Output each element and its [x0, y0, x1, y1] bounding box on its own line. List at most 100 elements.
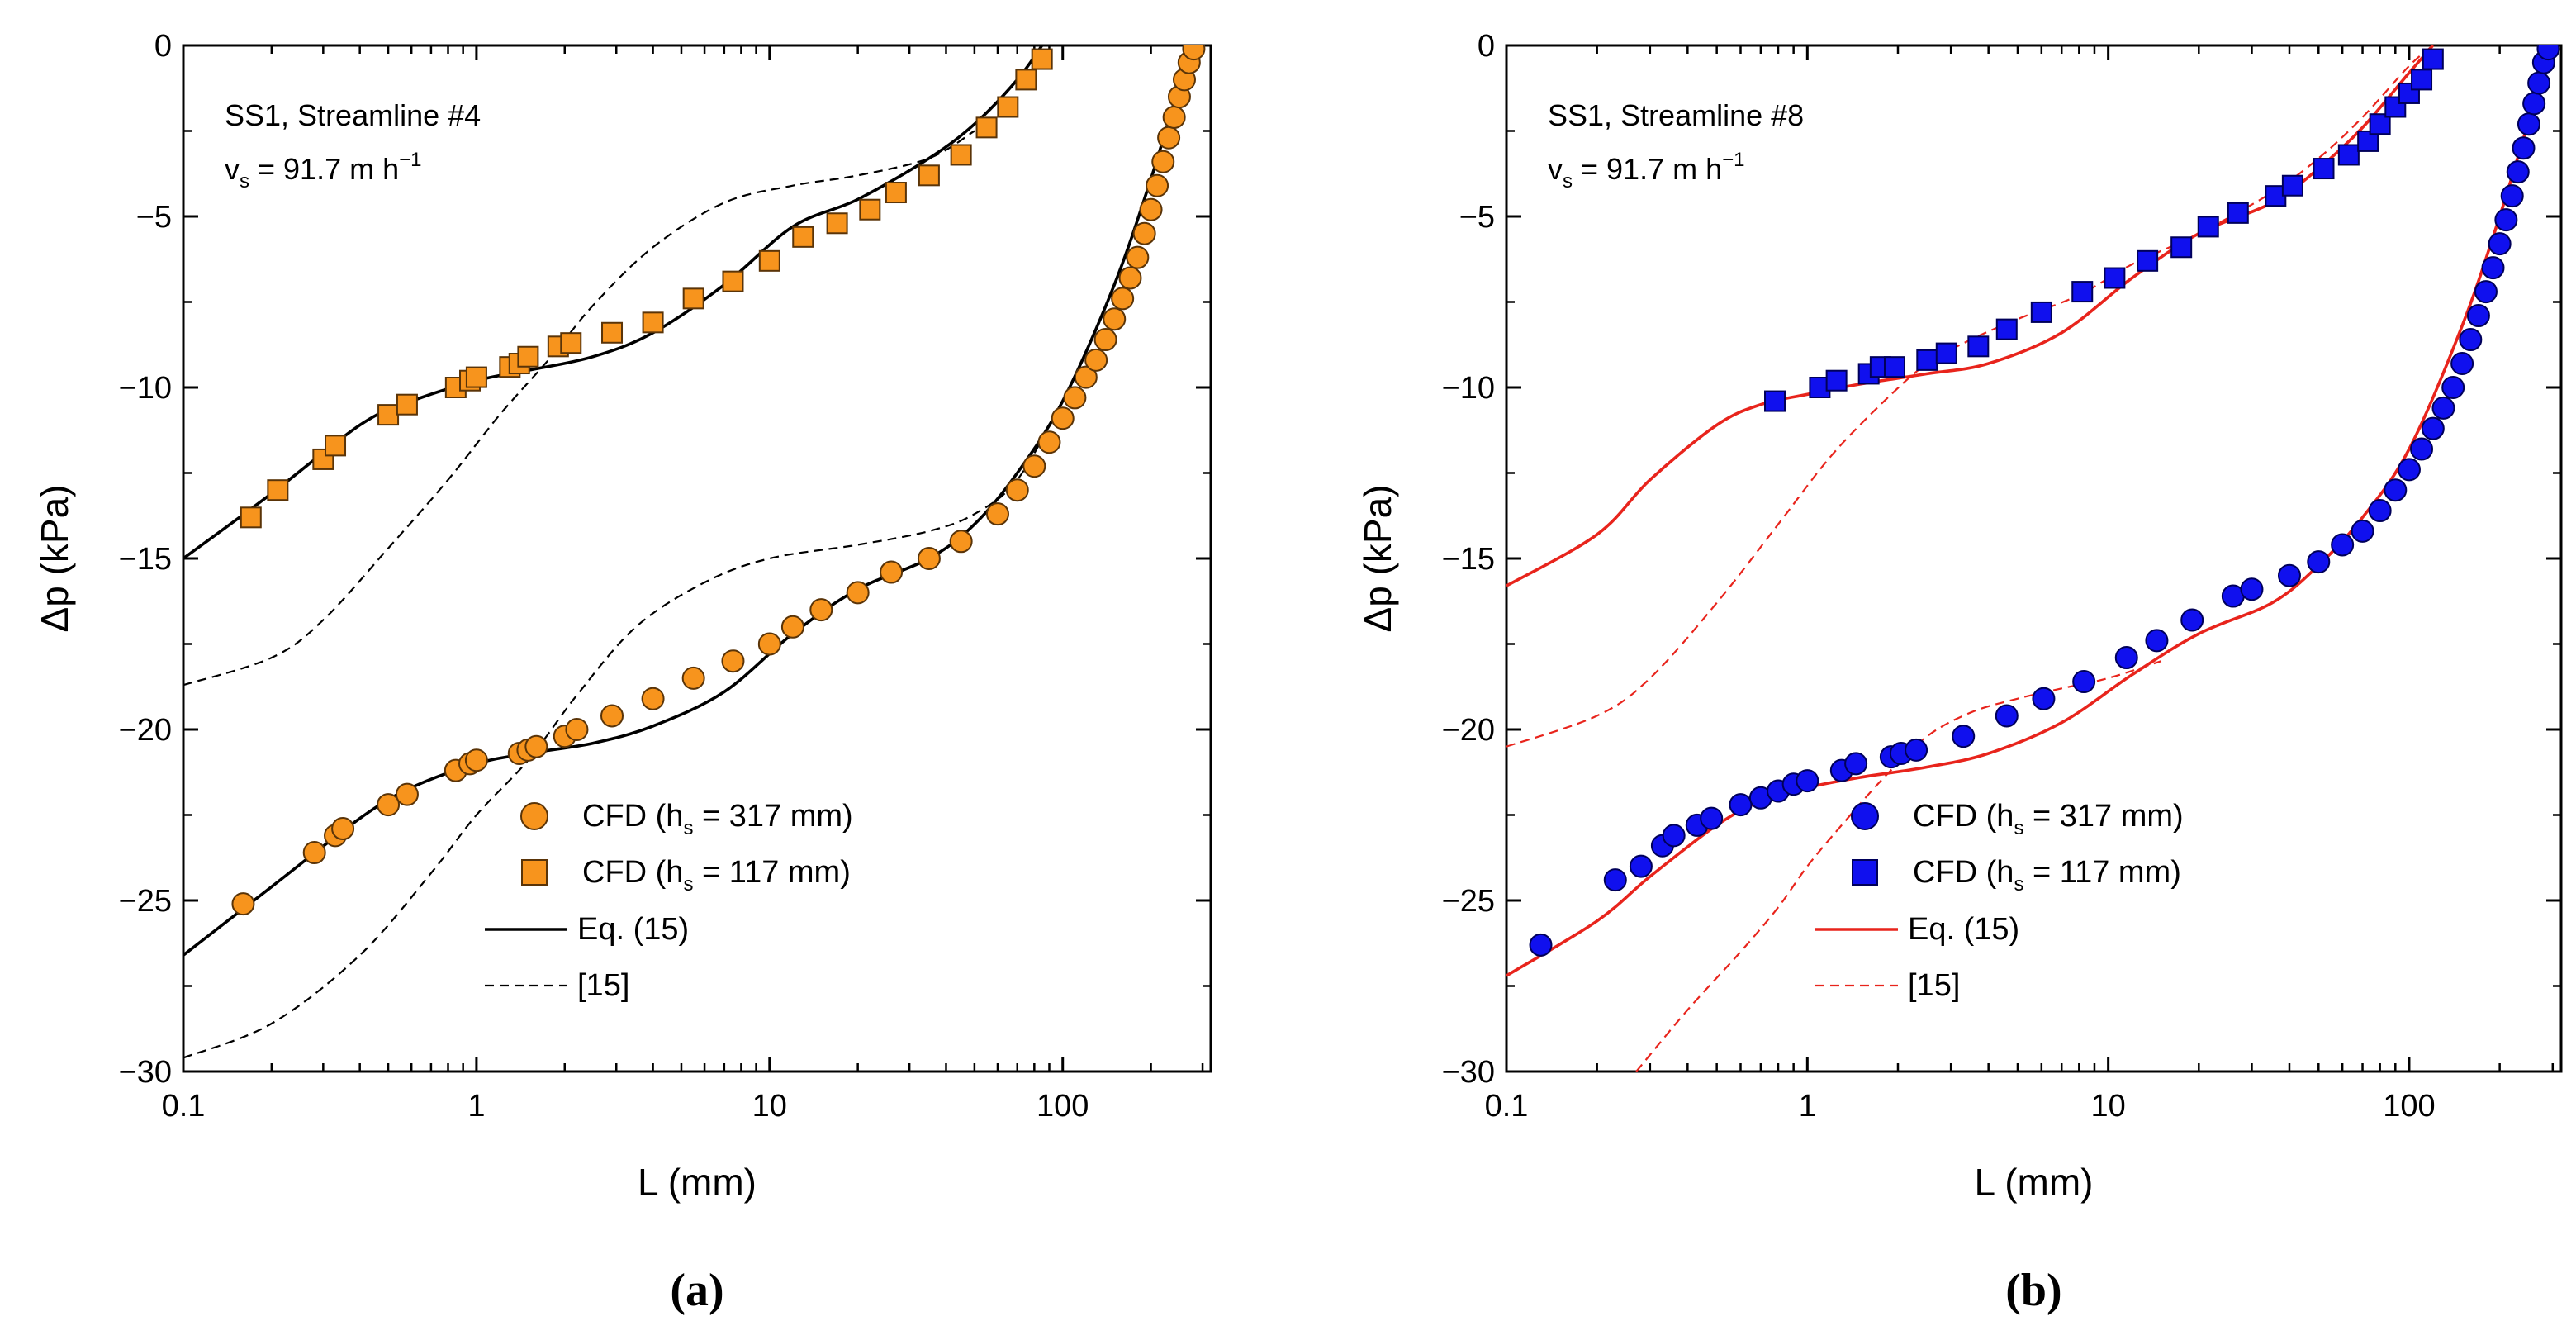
cfd-117-point [325, 435, 347, 457]
cfd-317-point [846, 581, 870, 605]
cfd-317-point [2466, 304, 2490, 328]
cfd-317-point [1074, 365, 1098, 389]
cfd-317-point [600, 704, 624, 728]
panel-label: (a) [670, 1265, 723, 1316]
x-tick-label: 1 [1799, 1089, 1816, 1124]
cfd-317-point [1729, 793, 1753, 817]
legend-item-0: CFD (hs = 317 mm) [1851, 799, 2184, 839]
legend-label: [15] [577, 968, 629, 1003]
cfd-317-point [1118, 266, 1142, 290]
cfd-317-point [2512, 136, 2536, 160]
cfd-317-point [985, 502, 1009, 526]
plot-area [1506, 45, 2560, 1072]
legend-label: Eq. (15) [577, 912, 689, 947]
cfd-317-point [1093, 328, 1117, 352]
cfd-317-point [2441, 376, 2465, 399]
ref15-curve-5 [1506, 45, 2434, 748]
cfd-117-point [2137, 249, 2159, 272]
x-tick-label: 10 [752, 1089, 787, 1124]
cfd-117-point [312, 448, 334, 470]
cfd-117-point [1995, 318, 2018, 340]
legend-item-2: Eq. (15) [485, 912, 689, 947]
cfd-317-point [2368, 499, 2392, 523]
y-tick-label: −30 [1442, 1055, 1495, 1090]
cfd-117-point [1935, 342, 1957, 364]
cfd-317-point [1796, 769, 1819, 793]
cfd-117-point [396, 393, 418, 416]
legend-item-2: Eq. (15) [1815, 912, 2019, 947]
x-tick-label: 100 [1037, 1089, 1089, 1124]
cfd-317-point [2506, 160, 2530, 184]
x-tick-label: 100 [2383, 1089, 2435, 1124]
cfd-117-point [2197, 216, 2219, 238]
cfd-317-point [565, 718, 589, 741]
cfd-317-point [2522, 92, 2546, 116]
y-tick-label: −5 [136, 200, 172, 235]
cfd-317-point [1022, 454, 1046, 478]
cfd-317-point [641, 687, 665, 710]
annotation-streamline: SS1, Streamline #4 [225, 98, 481, 132]
cfd-117-point [1883, 356, 1905, 378]
cfd-317-point [2431, 396, 2455, 420]
panel-label: (b) [2005, 1265, 2061, 1316]
cfd-117-point [1015, 69, 1037, 91]
chart-panel-a: 0 −5 −10 −15 −20 −25 −300.1 1 10 100 L (mm) Δp (kPa… [33, 29, 1212, 1316]
ref15-curve-4 [1635, 660, 2162, 1072]
cfd-317-point [1084, 348, 1108, 372]
y-tick-label: −15 [1442, 542, 1495, 577]
legend-item-1: CFD (hs = 117 mm) [521, 855, 851, 896]
cfd-317-point [2072, 670, 2096, 694]
cfd-317-point [1529, 933, 1553, 957]
cfd-317-point [880, 560, 904, 584]
legend-circle-marker [520, 802, 548, 830]
cfd-117-point [950, 144, 972, 166]
cfd-117-point [722, 270, 744, 292]
plot-area [183, 45, 1206, 1059]
legend-label: CFD (hs = 317 mm) [1913, 799, 2184, 839]
cfd-317-point [2481, 256, 2505, 280]
cfd-317-point [1132, 221, 1156, 245]
cfd-317-point [2517, 112, 2540, 136]
cfd-317-point [1844, 752, 1868, 776]
x-tick-label: 0.1 [1485, 1089, 1529, 1124]
cfd-117-point [2281, 174, 2303, 197]
cfd-317-point [1662, 824, 1686, 848]
cfd-117-point [826, 212, 848, 235]
cfd-317-point [2397, 458, 2421, 482]
legend-label: Eq. (15) [1908, 912, 2019, 947]
cfd-317-point [2032, 687, 2056, 710]
legend-label: CFD (hs = 317 mm) [582, 799, 853, 839]
cfd-117-point [377, 404, 400, 426]
cfd-117-point [1764, 390, 1786, 412]
y-tick-label: −5 [1459, 200, 1495, 235]
cfd-117-point [918, 164, 940, 187]
cfd-317-point [2384, 478, 2408, 502]
cfd-317-point [464, 748, 488, 772]
cfd-317-point [2488, 232, 2512, 256]
annotation-velocity: vs = 91.7 m h−1 [225, 149, 421, 192]
legend-circle-marker [1851, 802, 1879, 830]
cfd-317-point [524, 734, 548, 758]
cfd-117-point [885, 182, 907, 204]
cfd-117-point [642, 311, 664, 334]
annotation-velocity: vs = 91.7 m h−1 [1548, 149, 1744, 192]
cfd-117-point [2422, 48, 2444, 70]
cfd-317-point [1603, 868, 1627, 892]
y-axis-label: Δp (kPa) [1356, 485, 1399, 633]
cfd-317-point [2114, 646, 2138, 670]
legend-item-3: [15] [1815, 968, 1960, 1003]
cfd-317-point [949, 530, 973, 554]
cfd-317-point [2331, 533, 2355, 557]
cfd-317-point [2180, 608, 2204, 632]
y-tick-label: −20 [1442, 713, 1495, 748]
cfd-117-point [975, 116, 998, 139]
y-tick-label: −15 [119, 542, 172, 577]
cfd-317-point [1139, 197, 1163, 221]
cfd-317-point [2536, 45, 2560, 61]
x-tick-label: 10 [2091, 1089, 2126, 1124]
cfd-117-point [682, 287, 704, 310]
cfd-317-point [1037, 430, 1061, 454]
legend-label: CFD (hs = 117 mm) [1913, 855, 2181, 896]
y-tick-label: −10 [119, 371, 172, 406]
y-tick-label: 0 [154, 29, 172, 64]
